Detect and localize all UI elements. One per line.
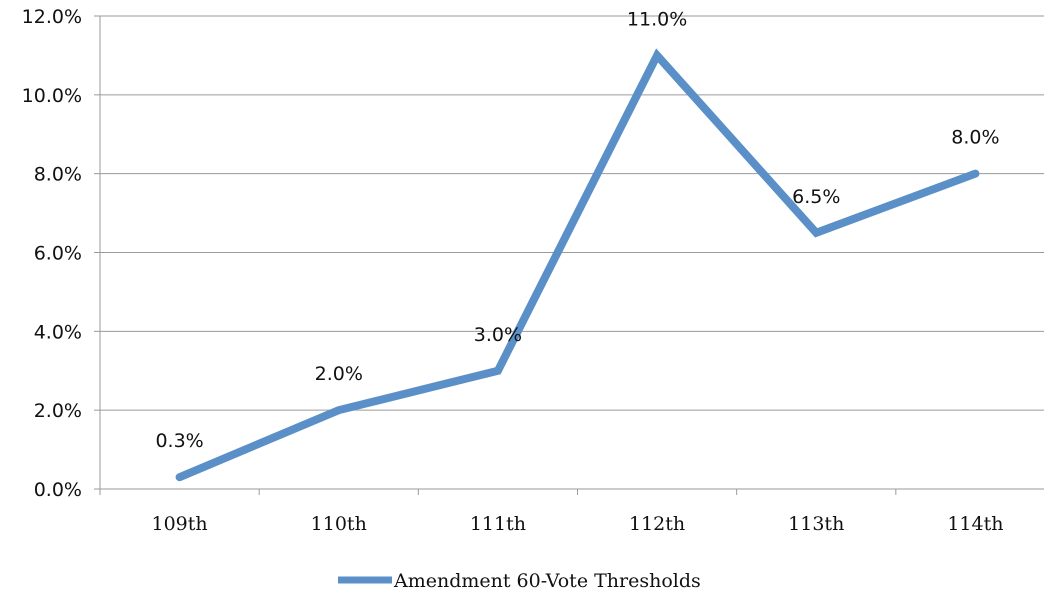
y-axis-ticks: 0.0% 2.0% 4.0% 6.0% 8.0% 10.0% 12.0% — [22, 6, 100, 501]
y-tick-label: 2.0% — [34, 400, 82, 422]
data-label: 8.0% — [951, 127, 999, 149]
series-line — [175, 48, 980, 482]
x-tick-label: 111th — [470, 513, 526, 535]
y-tick-label: 6.0% — [34, 243, 82, 265]
data-labels: 0.3% 2.0% 3.0% 11.0% 6.5% 8.0% — [155, 8, 999, 452]
data-label: 11.0% — [627, 8, 687, 30]
series-lines — [175, 48, 980, 482]
y-tick-label: 10.0% — [22, 85, 82, 107]
legend: Amendment 60-Vote Thresholds — [338, 570, 701, 592]
y-tick-label: 8.0% — [34, 164, 82, 186]
x-tick-label: 113th — [788, 513, 844, 535]
data-label: 0.3% — [155, 430, 203, 452]
y-tick-label: 4.0% — [34, 321, 82, 343]
y-tick-label: 12.0% — [22, 6, 82, 28]
data-label: 3.0% — [474, 324, 522, 346]
data-label: 2.0% — [315, 363, 363, 385]
x-tick-label: 109th — [152, 513, 208, 535]
x-tick-label: 110th — [311, 513, 367, 535]
y-tick-label: 0.0% — [34, 479, 82, 501]
legend-label: Amendment 60-Vote Thresholds — [393, 570, 701, 592]
x-tick-label: 112th — [629, 513, 685, 535]
data-label: 6.5% — [792, 186, 840, 208]
x-tick-label: 114th — [947, 513, 1003, 535]
x-axis-ticks: 109th 110th 111th 112th 113th 114th — [99, 489, 1003, 535]
grid-lines — [100, 15, 1044, 411]
